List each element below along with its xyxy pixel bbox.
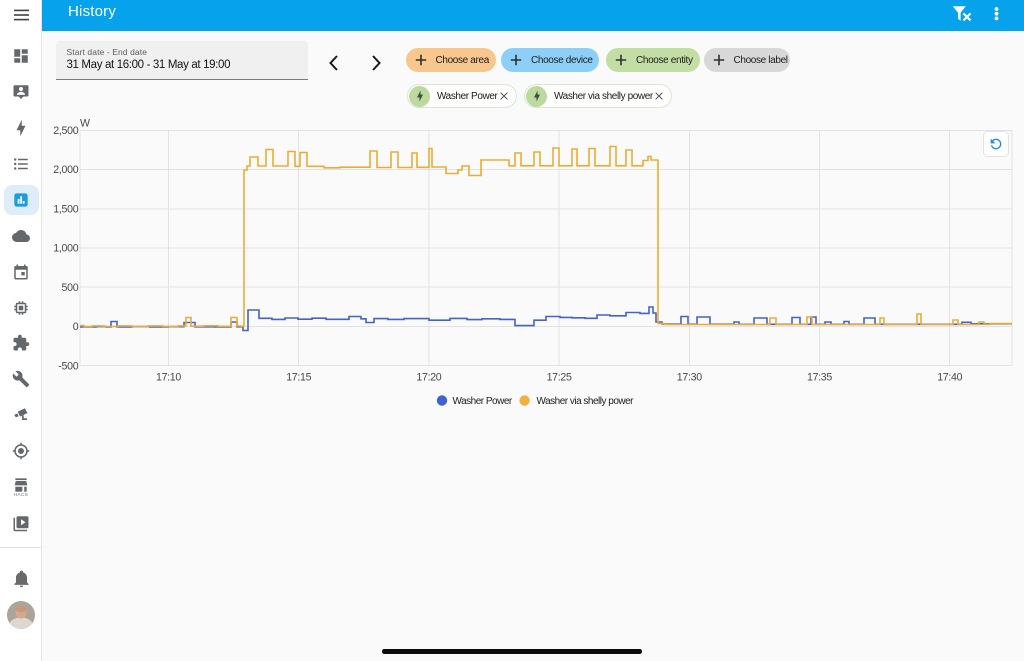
svg-text:500: 500 (62, 282, 79, 294)
svg-text:17:40: 17:40 (937, 372, 962, 384)
svg-text:1,500: 1,500 (53, 203, 78, 215)
svg-text:W: W (80, 118, 90, 130)
svg-text:0: 0 (73, 321, 79, 333)
svg-text:2,500: 2,500 (53, 125, 78, 137)
svg-text:17:25: 17:25 (547, 372, 572, 384)
svg-text:-500: -500 (58, 360, 78, 372)
svg-text:17:15: 17:15 (286, 372, 311, 384)
svg-text:Washer via shelly power: Washer via shelly power (537, 396, 635, 407)
svg-text:17:30: 17:30 (677, 372, 702, 384)
svg-text:17:10: 17:10 (156, 372, 181, 384)
svg-text:17:20: 17:20 (416, 372, 441, 384)
svg-text:17:35: 17:35 (807, 372, 832, 384)
svg-text:2,000: 2,000 (53, 164, 78, 176)
svg-text:Washer Power: Washer Power (453, 396, 513, 407)
svg-text:1,000: 1,000 (53, 243, 78, 255)
